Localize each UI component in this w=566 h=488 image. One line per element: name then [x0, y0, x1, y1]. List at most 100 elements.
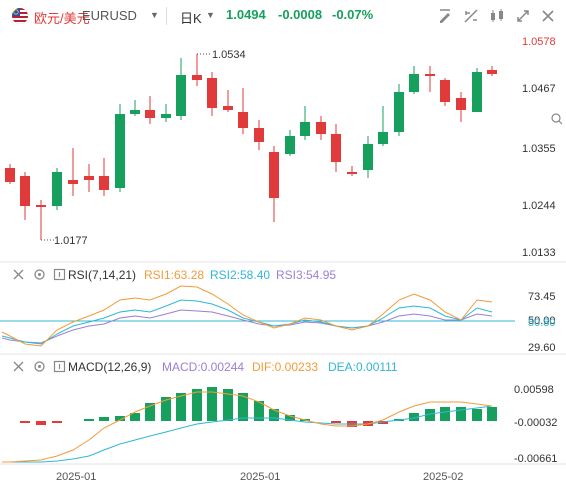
- price-axis-label: 1.0467: [522, 83, 556, 95]
- indicator-settings-icon[interactable]: [33, 360, 46, 373]
- indicator-info-icon[interactable]: [53, 360, 66, 373]
- macd-bar: [84, 419, 94, 421]
- time-axis-label: 2025-01: [240, 471, 280, 483]
- macd-bar: [440, 407, 450, 421]
- hide-indicator-icon[interactable]: [12, 268, 25, 281]
- time-axis: 2025-01 2025-01 2025-02: [56, 471, 463, 483]
- candle-body: [440, 80, 450, 102]
- candle-body: [472, 72, 482, 112]
- indicator-info-icon[interactable]: [53, 268, 66, 281]
- timeframe-dropdown-icon[interactable]: ▼: [206, 10, 215, 20]
- dea-value: DEA:0.00111: [328, 360, 398, 374]
- draw-tool-icon[interactable]: [437, 8, 453, 24]
- timeframe-selector[interactable]: 日K: [180, 11, 202, 26]
- search-icon[interactable]: [551, 113, 561, 123]
- close-icon[interactable]: [540, 8, 556, 24]
- candle-body: [145, 110, 155, 118]
- candle-body: [285, 136, 295, 154]
- candle-body: [5, 168, 15, 182]
- macd-bar: [285, 415, 295, 421]
- last-price: 1.0494: [226, 7, 266, 22]
- candle-body: [347, 172, 357, 174]
- rsi-axis-label: 73.45: [528, 291, 556, 303]
- max-price-label: 1.0534: [212, 49, 246, 61]
- candle-body: [269, 152, 279, 198]
- candle-body: [84, 176, 94, 180]
- candle-body: [238, 112, 248, 128]
- candle-body: [99, 176, 109, 190]
- chart-header: 欧元/美元 EURUSD ▼ 日K ▼ 1.0494 -0.0008 -0.07…: [0, 0, 566, 32]
- macd-bar: [472, 409, 482, 421]
- candle-body: [115, 114, 125, 188]
- hide-indicator-icon[interactable]: [12, 360, 25, 373]
- rsi2-line: [1, 299, 493, 345]
- macd-axis-label: 0.00598: [514, 384, 554, 396]
- macd-bar: [254, 401, 264, 421]
- measure-icon[interactable]: [463, 8, 479, 24]
- candle-body: [130, 110, 140, 114]
- price-change-pct: -0.07%: [332, 7, 374, 22]
- candle-body: [161, 114, 171, 118]
- macd-bar: [99, 417, 109, 421]
- candle-body: [487, 70, 497, 74]
- rsi-axis: 73.45 50.00 29.60 50.80: [528, 291, 556, 354]
- macd-bar: [487, 407, 497, 421]
- macd-bar: [145, 403, 155, 421]
- price-axis: 1.0534 1.0177 1.0578 1.0467 1.0355 1.0244 1.01…: [41, 36, 563, 259]
- candle-body: [331, 134, 341, 162]
- macd-bar: [36, 421, 46, 425]
- eu-us-flag-icon: [12, 8, 28, 24]
- macd-bar: [223, 389, 233, 421]
- candle-body: [176, 75, 186, 116]
- macd-bar: [192, 389, 202, 421]
- candle-body: [394, 92, 404, 132]
- search-icon-handle: [558, 120, 563, 125]
- candle-body: [378, 132, 388, 144]
- macd-axis-label: -0.00032: [514, 417, 557, 429]
- macd-bar: [269, 409, 279, 421]
- time-axis-label: 2025-01: [56, 471, 96, 483]
- macd-histogram: [20, 387, 497, 427]
- candle-body: [192, 75, 202, 80]
- candle-body: [254, 128, 264, 142]
- macd-value: MACD:0.00244: [162, 360, 245, 374]
- macd-bar: [425, 409, 435, 421]
- macd-title: MACD(12,26,9): [68, 360, 152, 374]
- macd-axis-label: -0.00661: [514, 453, 557, 465]
- candle-body: [20, 176, 30, 206]
- candle-body: [409, 74, 419, 92]
- candle-body: [363, 144, 373, 170]
- macd-bar: [456, 407, 466, 421]
- symbol-dropdown-icon[interactable]: ▼: [150, 10, 159, 20]
- rsi1-line: [1, 285, 493, 347]
- symbol-name[interactable]: 欧元/美元: [34, 11, 90, 26]
- rsi3-value: RSI3:54.95: [276, 268, 337, 282]
- candle-body: [223, 106, 233, 110]
- candle-body: [36, 205, 46, 207]
- macd-bar: [130, 413, 140, 421]
- candle-body: [52, 172, 62, 206]
- indicator-settings-icon[interactable]: [33, 268, 46, 281]
- symbol-code[interactable]: EURUSD: [82, 8, 137, 23]
- candle-body: [300, 122, 310, 136]
- rsi2-value: RSI2:58.40: [210, 268, 271, 282]
- price-change: -0.0008: [278, 7, 323, 22]
- candle-body: [68, 180, 78, 184]
- candle-body: [316, 122, 326, 134]
- divider: [166, 7, 167, 25]
- min-price-label: 1.0177: [54, 235, 88, 247]
- macd-bar: [238, 393, 248, 421]
- dif-line: [2, 391, 493, 463]
- rsi3-line: [1, 309, 493, 344]
- compare-icon[interactable]: [489, 8, 505, 24]
- fullscreen-icon[interactable]: [515, 8, 531, 24]
- rsi-axis-label: 50.00: [528, 315, 556, 327]
- dif-value: DIF:0.00233: [252, 360, 319, 374]
- candle-body: [207, 78, 217, 108]
- macd-bar: [52, 421, 62, 423]
- time-axis-label: 2025-02: [423, 471, 463, 483]
- macd-bar: [207, 387, 217, 421]
- macd-axis: 0.00598 -0.00032 -0.00661: [514, 384, 557, 465]
- dea-line: [2, 405, 493, 463]
